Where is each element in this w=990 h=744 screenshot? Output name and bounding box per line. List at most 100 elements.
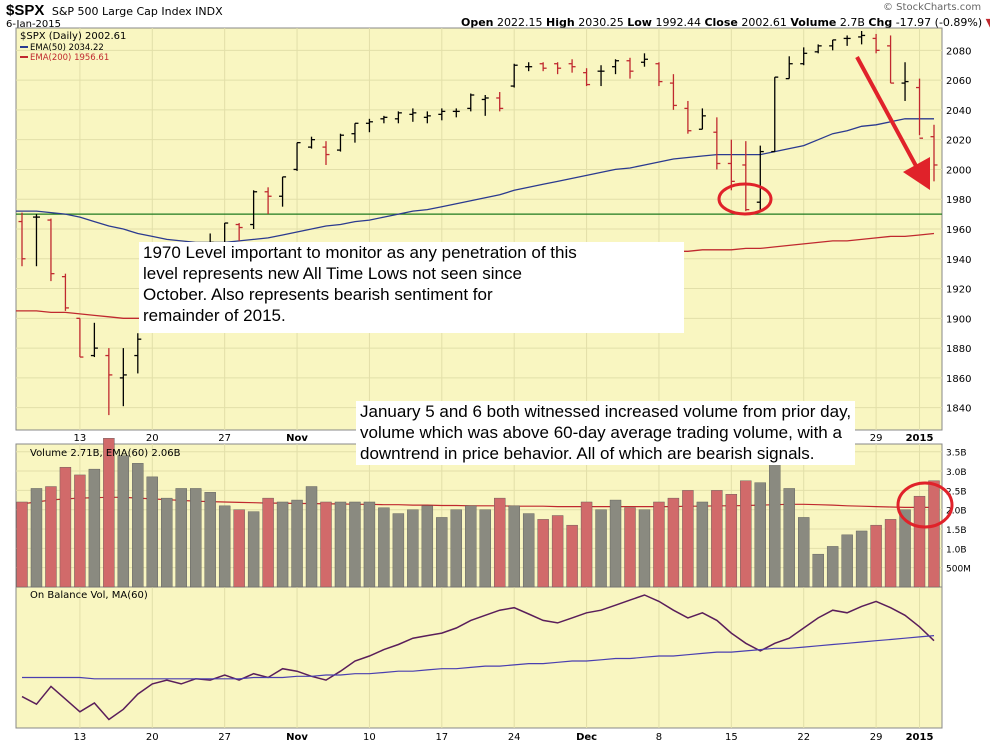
ohlc-bar	[264, 187, 272, 215]
volume-bar	[624, 507, 636, 588]
ohlc-bar	[698, 108, 706, 130]
y-tick-label: 1860	[946, 374, 971, 385]
volume-bar	[88, 468, 101, 588]
volume-tick-label: 1.5B	[946, 526, 967, 536]
volume-bar	[349, 501, 361, 588]
ohlc-bar	[322, 141, 330, 165]
volume-legend: Volume 2.71B, EMA(60) 2.06B	[30, 448, 181, 459]
volume-bar	[855, 530, 868, 588]
x-tick-label: Nov	[286, 433, 308, 444]
ohlc-bar	[409, 108, 417, 122]
ohlc-bar	[930, 124, 938, 182]
y-tick-label: 1940	[946, 255, 971, 266]
ema200-legend: EMA(200) 1956.61	[30, 53, 109, 63]
support-level-note: 1970 Level important to monitor as any p…	[139, 242, 684, 333]
ohlc-bar	[727, 139, 735, 191]
y-tick-label: 1840	[946, 404, 971, 415]
y-tick-label: 1920	[946, 285, 971, 296]
exchange: INDX	[195, 5, 223, 18]
volume-bar	[928, 480, 940, 588]
volume-bar	[494, 497, 506, 588]
volume-bar	[450, 509, 462, 588]
ohlc-bar	[438, 108, 446, 121]
ohlc-bar	[61, 273, 69, 311]
ohlc-bar	[829, 39, 837, 51]
volume-bar	[291, 499, 303, 588]
volume-bar	[798, 517, 810, 588]
close-label: Close	[704, 16, 738, 29]
x-tick-label: Nov	[286, 732, 308, 743]
x-tick-label: 17	[435, 732, 448, 743]
volume-bar	[609, 499, 622, 588]
volume-bar	[320, 501, 332, 588]
ohlc-bar	[32, 214, 40, 267]
ohlc-bar	[336, 133, 344, 152]
volume-bar	[378, 507, 390, 588]
ohlc-bar	[293, 141, 301, 171]
volume-bar	[161, 497, 173, 588]
volume-bar	[522, 513, 535, 588]
volume-note: January 5 and 6 both witnessed increased…	[356, 401, 856, 465]
volume-bar	[262, 497, 274, 588]
x-tick-label: 10	[363, 732, 376, 743]
volume-circle	[896, 481, 954, 529]
volume-note-line: downtrend in price behavior. All of whic…	[360, 444, 815, 463]
ohlc-bar	[887, 35, 895, 84]
volume-bar	[247, 511, 260, 588]
price-legend: $SPX (Daily) 2002.61	[20, 31, 126, 42]
ohlc-bar	[279, 176, 287, 207]
ohlc-bar	[105, 348, 113, 416]
low-label: Low	[627, 16, 652, 29]
volume-bar	[132, 463, 144, 588]
x-tick-label: 2015	[906, 732, 934, 743]
y-tick-label: 1880	[946, 344, 971, 355]
volume-bar	[276, 501, 289, 588]
x-tick-label: 13	[74, 732, 87, 743]
volume-bar	[841, 534, 853, 588]
y-tick-label: 2080	[946, 46, 971, 57]
ohlc-bar	[612, 59, 620, 75]
open-label: Open	[461, 16, 494, 29]
ohlc-bar	[47, 218, 55, 282]
x-tick-label: Dec	[576, 732, 597, 743]
x-tick-label: 8	[656, 732, 662, 743]
ohlc-bar	[916, 78, 924, 139]
volume-bar	[783, 488, 795, 588]
obv-line	[21, 594, 935, 721]
ohlc-bar	[525, 62, 533, 72]
y-tick-label: 2020	[946, 136, 971, 147]
volume-bar	[465, 505, 477, 588]
ohlc-bar	[785, 56, 793, 80]
volume-bar	[334, 501, 347, 588]
x-tick-label: 27	[218, 732, 231, 743]
volume-bar	[769, 445, 781, 588]
volume-label: Volume	[790, 16, 837, 29]
volume-tick-label: 3.0B	[946, 468, 967, 478]
down-arrow-head	[903, 157, 930, 190]
x-tick-label: 13	[74, 433, 87, 444]
axes: 131320202727NovNov101017172424DecDec8815…	[74, 46, 972, 743]
x-tick-label: 29	[870, 433, 883, 444]
ema50-legend: EMA(50) 2034.22	[30, 43, 104, 53]
x-tick-label: 24	[508, 732, 521, 743]
volume-bar	[899, 509, 911, 588]
close-value: 2002.61	[741, 16, 787, 29]
y-tick-label: 1980	[946, 195, 971, 206]
y-tick-label: 2000	[946, 165, 971, 176]
x-tick-label: 15	[725, 732, 738, 743]
ohlc-bar	[843, 35, 851, 46]
support-note-line: October. Also represents bearish sentime…	[143, 285, 493, 304]
volume-tick-label: 2.0B	[946, 507, 967, 517]
ohlc-bar	[90, 322, 98, 358]
y-tick-label: 2040	[946, 106, 971, 117]
ohlc-bar	[756, 145, 764, 212]
volume-tick-label: 3.5B	[946, 449, 967, 459]
ohlc-bar	[423, 111, 431, 124]
ohlc-bar	[250, 190, 258, 229]
ohlc-bar	[539, 62, 547, 72]
down-arrow-shaft	[855, 56, 924, 178]
chart-date: 6-Jan-2015	[6, 19, 61, 30]
volume-bar	[59, 466, 72, 588]
ohlc-bar	[235, 223, 243, 241]
volume-bar	[204, 492, 216, 588]
